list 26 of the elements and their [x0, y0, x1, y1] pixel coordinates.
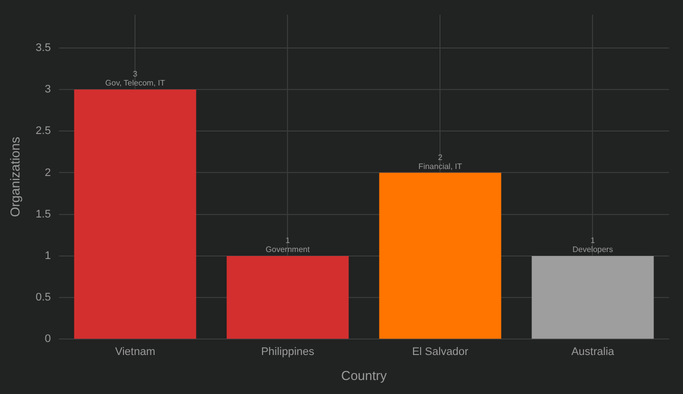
y-tick-label: 0: [44, 333, 51, 346]
data-label: 1: [590, 236, 596, 246]
x-axis-title: Country: [341, 368, 388, 383]
y-axis-title: Organizations: [7, 136, 22, 218]
x-tick-label: Vietnam: [115, 346, 156, 358]
data-label: 1: [285, 236, 290, 246]
y-tick-label: 2: [44, 166, 51, 179]
annotation: Developers: [572, 245, 613, 254]
bar: [226, 256, 349, 339]
bar: [532, 256, 654, 339]
x-tick-label: Philippines: [261, 346, 315, 358]
bar: [379, 172, 502, 339]
annotation: Gov, Telecom, IT: [105, 78, 166, 88]
y-tick-label: 2.5: [36, 125, 51, 138]
y-tick-label: 3.5: [36, 42, 51, 54]
y-tick-label: 1: [44, 250, 51, 262]
annotation: Financial, IT: [418, 162, 462, 171]
y-tick-label: 0.5: [36, 292, 51, 304]
y-tick-label: 3: [44, 84, 51, 96]
bar: [74, 90, 196, 339]
x-tick-label: Australia: [571, 346, 616, 358]
y-tick-label: 1.5: [36, 208, 51, 220]
data-label: 2: [438, 152, 443, 162]
data-label: 3: [132, 70, 138, 79]
annotation: Government: [266, 245, 310, 254]
x-tick-label: El Salvador: [412, 346, 469, 358]
